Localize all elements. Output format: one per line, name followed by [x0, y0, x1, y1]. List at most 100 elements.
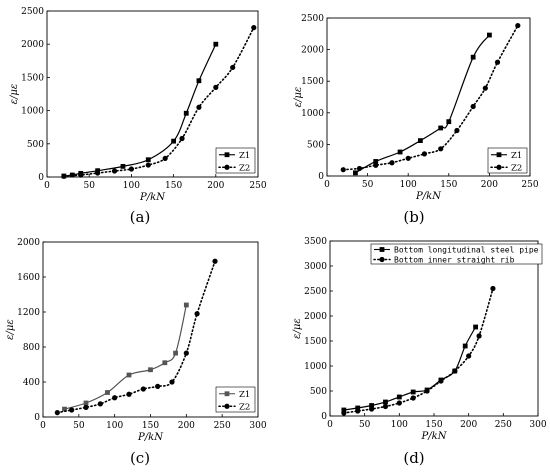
legend-marker: [379, 256, 385, 263]
data-point: [54, 410, 60, 416]
legend-marker: [224, 391, 230, 397]
series-line: [64, 304, 187, 410]
data-series: [62, 302, 189, 412]
data-point: [95, 170, 101, 176]
y-tick-label: 2000: [17, 238, 40, 248]
data-point: [462, 343, 468, 349]
legend-entry: Z1: [511, 151, 522, 161]
data-point: [438, 146, 444, 152]
y-tick-label: 400: [23, 378, 40, 388]
data-point: [353, 170, 358, 176]
x-tick-label: 0: [324, 180, 330, 190]
data-point: [145, 157, 151, 163]
y-axis-label: ε/με: [293, 87, 304, 108]
data-point: [369, 406, 375, 412]
series-line: [56, 260, 216, 414]
data-point: [145, 162, 151, 168]
data-point: [162, 155, 168, 162]
data-point: [417, 138, 423, 144]
data-point: [83, 400, 89, 406]
y-tick-label: 1000: [304, 362, 327, 372]
chart-panel: 0 50 100 150 200 250 300 0 400 800 1200 1600 2000 P/k…: [5, 238, 267, 467]
y-axis-label: ε/με: [5, 319, 16, 340]
data-point: [405, 155, 411, 161]
y-tick-label: 3500: [304, 237, 327, 247]
chart-panel: 0 50 100 150 200 25005001000150020002500P/kNε…: [293, 14, 539, 226]
x-tick-label: 100: [400, 180, 417, 190]
legend-box: [215, 386, 256, 413]
data-point: [397, 149, 403, 155]
legend-marker: [224, 152, 230, 158]
panel-label: (b): [403, 208, 424, 226]
legend-entry: Z1: [239, 390, 250, 400]
series-line: [63, 43, 217, 177]
legend-box: [215, 147, 256, 174]
data-point: [473, 324, 478, 330]
data-point: [369, 403, 374, 408]
data-point: [120, 163, 126, 169]
y-tick-label: 2500: [21, 7, 44, 17]
x-tick-label: 250: [249, 181, 266, 191]
y-tick-label: 1500: [21, 73, 44, 83]
y-axis-label: ε/με: [9, 84, 20, 105]
data-point: [194, 311, 200, 317]
data-point: [128, 166, 134, 172]
x-tick-label: 100: [123, 181, 140, 191]
data-point: [494, 59, 501, 65]
data-point: [452, 368, 458, 374]
data-point: [126, 372, 132, 378]
data-point: [383, 399, 388, 405]
data-point: [155, 383, 161, 389]
x-tick-label: 50: [362, 180, 374, 190]
x-tick-label: 300: [529, 420, 546, 430]
data-point: [162, 360, 168, 366]
y-tick-label: 2000: [301, 46, 324, 56]
legend-entry: Z1: [239, 151, 250, 161]
data-point: [373, 159, 379, 164]
data-point: [446, 119, 452, 125]
panel-label: (d): [403, 449, 424, 467]
data-point: [341, 407, 347, 413]
x-tick-label: 0: [40, 421, 46, 431]
x-axis-label: P/kN: [421, 431, 448, 442]
legend-marker: [496, 164, 502, 170]
plot-frame: [329, 240, 539, 417]
data-point: [410, 395, 416, 401]
data-series: [61, 25, 257, 179]
data-point: [213, 41, 219, 47]
data-series: [340, 22, 521, 173]
data-point: [340, 167, 346, 173]
data-point: [69, 407, 75, 413]
legend-entry: Z2: [239, 163, 250, 173]
data-point: [470, 103, 476, 110]
data-point: [466, 353, 472, 359]
data-point: [62, 406, 67, 412]
y-tick-label: 500: [310, 387, 327, 397]
y-tick-label: 2000: [304, 312, 327, 322]
legend-marker: [224, 164, 230, 170]
y-tick-label: 1000: [301, 109, 324, 119]
data-point: [482, 85, 488, 91]
data-point: [61, 173, 67, 179]
y-tick-label: 1200: [17, 308, 40, 318]
chart-panel: 0 50 100 150 200 250 3000500100015002000250030…: [292, 237, 547, 467]
data-point: [490, 285, 496, 292]
legend-entry: Z2: [511, 163, 522, 173]
x-tick-label: 200: [481, 180, 498, 190]
series-line: [355, 34, 490, 174]
data-point: [179, 135, 185, 142]
data-series: [61, 41, 219, 179]
data-point: [470, 54, 476, 60]
data-point: [355, 408, 361, 414]
legend-entry: Bottom longitudinal steel pipe: [394, 246, 539, 255]
legend-marker: [224, 403, 230, 409]
data-point: [424, 388, 430, 394]
x-tick-label: 300: [249, 421, 266, 431]
y-tick-label: 1500: [301, 77, 324, 87]
data-point: [438, 125, 444, 131]
legend-entry: Bottom inner straight rib: [394, 256, 515, 265]
legend-marker: [379, 247, 385, 252]
legend-marker: [496, 152, 502, 158]
